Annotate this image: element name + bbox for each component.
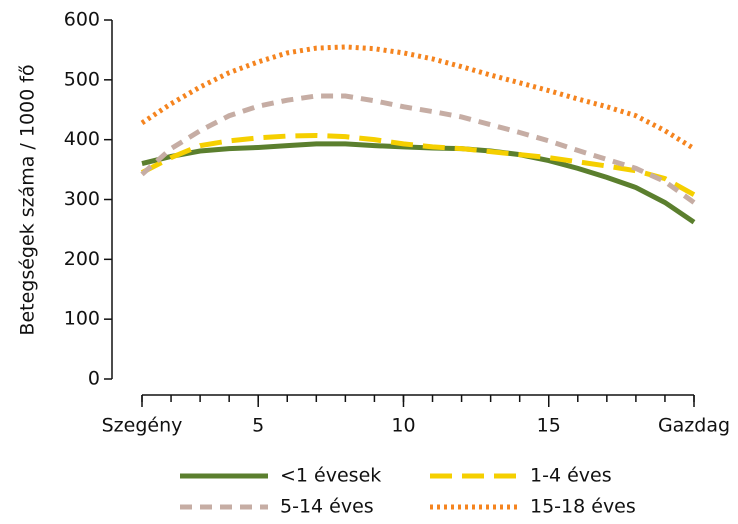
legend-label: 1-4 éves (530, 465, 612, 487)
y-tick-label: 200 (64, 248, 100, 270)
y-tick-label: 600 (64, 9, 100, 31)
x-tick-label: 15 (537, 415, 561, 437)
y-axis-label: Betegségek száma / 1000 fő (17, 64, 39, 335)
y-tick-label: 0 (88, 368, 100, 390)
y-tick-label: 300 (64, 188, 100, 210)
legend-label: 15-18 éves (530, 496, 636, 518)
legend-label: <1 évesek (280, 465, 381, 487)
series-line (140, 132, 696, 197)
series-line (140, 44, 696, 151)
series-line (141, 141, 696, 225)
legend-label: 5-14 éves (280, 496, 374, 518)
x-tick-label: 10 (391, 415, 415, 437)
series-line (140, 93, 696, 205)
y-tick-label: 500 (64, 68, 100, 90)
y-tick-label: 400 (64, 128, 100, 150)
x-tick-label: 5 (252, 415, 264, 437)
x-tick-label: Szegény (102, 415, 183, 437)
y-tick-label: 100 (64, 308, 100, 330)
x-tick-label: Gazdag (658, 415, 730, 437)
